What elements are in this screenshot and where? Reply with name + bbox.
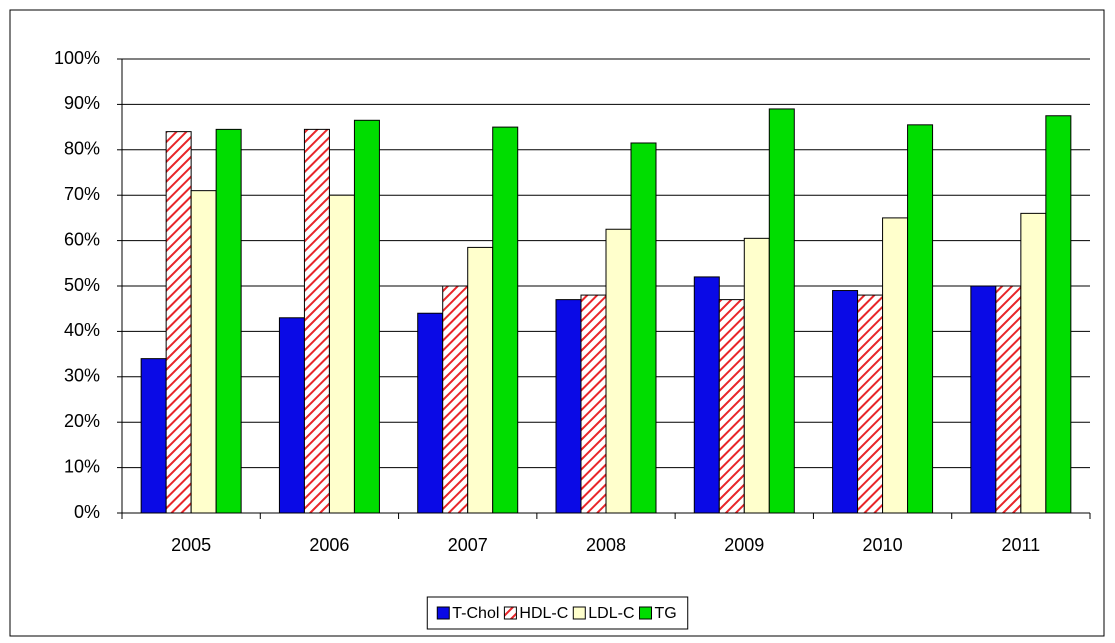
bar (882, 217, 909, 514)
y-tick-label: 30% (64, 366, 100, 386)
bar (1020, 212, 1047, 514)
bar (442, 285, 469, 514)
y-tick-label: 50% (64, 275, 100, 295)
bar (1045, 115, 1072, 514)
y-tick-label: 100% (54, 48, 100, 68)
bar (492, 126, 519, 514)
bar (693, 276, 720, 514)
legend-label: LDL-C (588, 605, 634, 622)
y-tick-label: 70% (64, 184, 100, 204)
x-tick-label: 2007 (448, 535, 488, 555)
legend-swatch (639, 606, 653, 620)
bar (995, 285, 1022, 514)
bar (630, 142, 657, 514)
bar (353, 119, 380, 514)
legend-label: HDL-C (519, 605, 568, 622)
bar (328, 194, 355, 514)
y-tick-label: 80% (64, 139, 100, 159)
bar (555, 299, 582, 514)
legend-swatch (503, 606, 517, 620)
y-tick-label: 0% (74, 502, 100, 522)
bar (768, 108, 795, 514)
bar (467, 246, 494, 514)
x-tick-label: 2009 (724, 535, 764, 555)
x-tick-label: 2011 (1001, 535, 1040, 555)
bar (417, 312, 444, 514)
bar (832, 290, 859, 514)
bar (303, 128, 330, 514)
legend: T-Chol HDL-C LDL-C TG (426, 596, 689, 630)
x-tick-label: 2010 (863, 535, 903, 555)
legend-label: TG (655, 605, 677, 622)
bar (165, 131, 192, 514)
bar (970, 285, 997, 514)
bar (215, 128, 242, 514)
bar (278, 317, 305, 514)
y-tick-label: 10% (64, 456, 100, 476)
bar (907, 124, 934, 514)
x-tick-label: 2008 (586, 535, 626, 555)
bar (857, 294, 884, 514)
bar (140, 358, 167, 514)
chart-border (9, 9, 1105, 637)
y-tick-label: 90% (64, 93, 100, 113)
bar (605, 228, 632, 514)
bar (718, 299, 745, 514)
legend-swatch (572, 606, 586, 620)
legend-label: T-Chol (452, 605, 499, 622)
y-tick-label: 20% (64, 411, 100, 431)
bar (190, 190, 217, 514)
x-tick-label: 2006 (309, 535, 349, 555)
y-tick-label: 60% (64, 229, 100, 249)
bar (580, 294, 607, 514)
y-tick-label: 40% (64, 320, 100, 340)
x-tick-label: 2005 (171, 535, 211, 555)
bar (743, 237, 770, 514)
legend-swatch (436, 606, 450, 620)
